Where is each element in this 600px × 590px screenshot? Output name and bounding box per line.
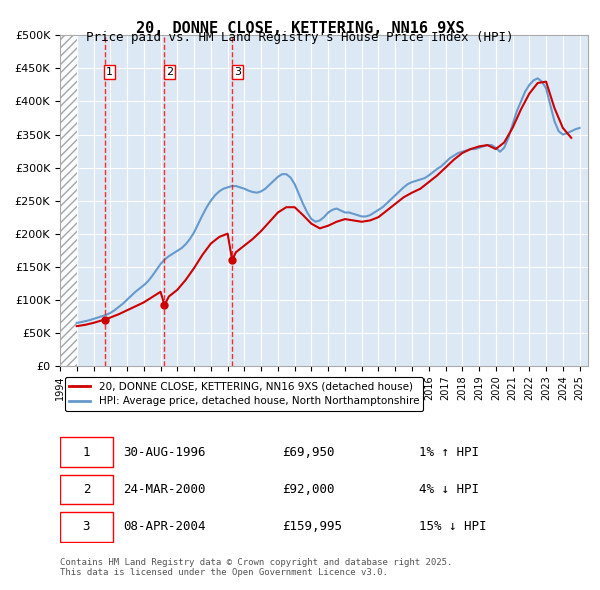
Text: £69,950: £69,950 [282,446,334,459]
HPI: Average price, detached house, North Northamptonshire: (2e+03, 2.02e+05): Average price, detached house, North Nor… [190,229,197,236]
Line: HPI: Average price, detached house, North Northamptonshire: HPI: Average price, detached house, Nort… [77,78,580,323]
HPI: Average price, detached house, North Northamptonshire: (2.02e+03, 4.35e+05): Average price, detached house, North Nor… [534,75,541,82]
20, DONNE CLOSE, KETTERING, NN16 9XS (detached house) [542,78,550,85]
HPI: Average price, detached house, North Northamptonshire: (2.02e+03, 3.6e+05): Average price, detached house, North Nor… [576,124,583,132]
20, DONNE CLOSE, KETTERING, NN16 9XS (detached house) [568,135,575,142]
Text: 20, DONNE CLOSE, KETTERING, NN16 9XS: 20, DONNE CLOSE, KETTERING, NN16 9XS [136,21,464,35]
20, DONNE CLOSE, KETTERING, NN16 9XS (detached house) [199,251,206,258]
Text: £159,995: £159,995 [282,520,342,533]
Text: 4% ↓ HPI: 4% ↓ HPI [419,483,479,496]
Text: Contains HM Land Registry data © Crown copyright and database right 2025.
This d: Contains HM Land Registry data © Crown c… [60,558,452,577]
HPI: Average price, detached house, North Northamptonshire: (2e+03, 6.5e+04): Average price, detached house, North Nor… [73,319,80,326]
Text: 08-APR-2004: 08-APR-2004 [124,520,206,533]
FancyBboxPatch shape [60,438,113,467]
Text: 1% ↑ HPI: 1% ↑ HPI [419,446,479,459]
HPI: Average price, detached house, North Northamptonshire: (2.02e+03, 2.8e+05): Average price, detached house, North Nor… [413,177,420,184]
Text: £92,000: £92,000 [282,483,334,496]
20, DONNE CLOSE, KETTERING, NN16 9XS (detached house) [308,220,315,227]
Text: 3: 3 [83,520,90,533]
HPI: Average price, detached house, North Northamptonshire: (2.02e+03, 3.95e+05): Average price, detached house, North Nor… [547,101,554,109]
20, DONNE CLOSE, KETTERING, NN16 9XS (detached house) [367,217,374,224]
Text: 2: 2 [83,483,90,496]
Text: 3: 3 [234,67,241,77]
Text: Price paid vs. HM Land Registry's House Price Index (HPI): Price paid vs. HM Land Registry's House … [86,31,514,44]
Bar [60,35,77,366]
Text: 2: 2 [166,67,173,77]
HPI: Average price, detached house, North Northamptonshire: (2.01e+03, 2.85e+05): Average price, detached house, North Nor… [287,174,294,181]
20, DONNE CLOSE, KETTERING, NN16 9XS (detached house) [115,311,122,318]
Line: 20, DONNE CLOSE, KETTERING, NN16 9XS (detached house): 20, DONNE CLOSE, KETTERING, NN16 9XS (de… [77,81,571,326]
Text: 30-AUG-1996: 30-AUG-1996 [124,446,206,459]
HPI: Average price, detached house, North Northamptonshire: (2.01e+03, 2.52e+05): Average price, detached house, North Nor… [388,196,395,203]
Text: 15% ↓ HPI: 15% ↓ HPI [419,520,487,533]
Legend: 20, DONNE CLOSE, KETTERING, NN16 9XS (detached house), HPI: Average price, detac: 20, DONNE CLOSE, KETTERING, NN16 9XS (de… [65,377,423,411]
Bar [60,35,77,366]
HPI: Average price, detached house, North Northamptonshire: (2e+03, 1e+05): Average price, detached house, North Nor… [124,296,131,303]
Text: 24-MAR-2000: 24-MAR-2000 [124,483,206,496]
FancyBboxPatch shape [60,474,113,504]
20, DONNE CLOSE, KETTERING, NN16 9XS (detached house) [166,293,173,300]
20, DONNE CLOSE, KETTERING, NN16 9XS (detached house) [73,323,80,330]
20, DONNE CLOSE, KETTERING, NN16 9XS (detached house) [500,139,508,146]
FancyBboxPatch shape [60,512,113,542]
Text: 1: 1 [106,67,113,77]
Text: 1: 1 [83,446,90,459]
